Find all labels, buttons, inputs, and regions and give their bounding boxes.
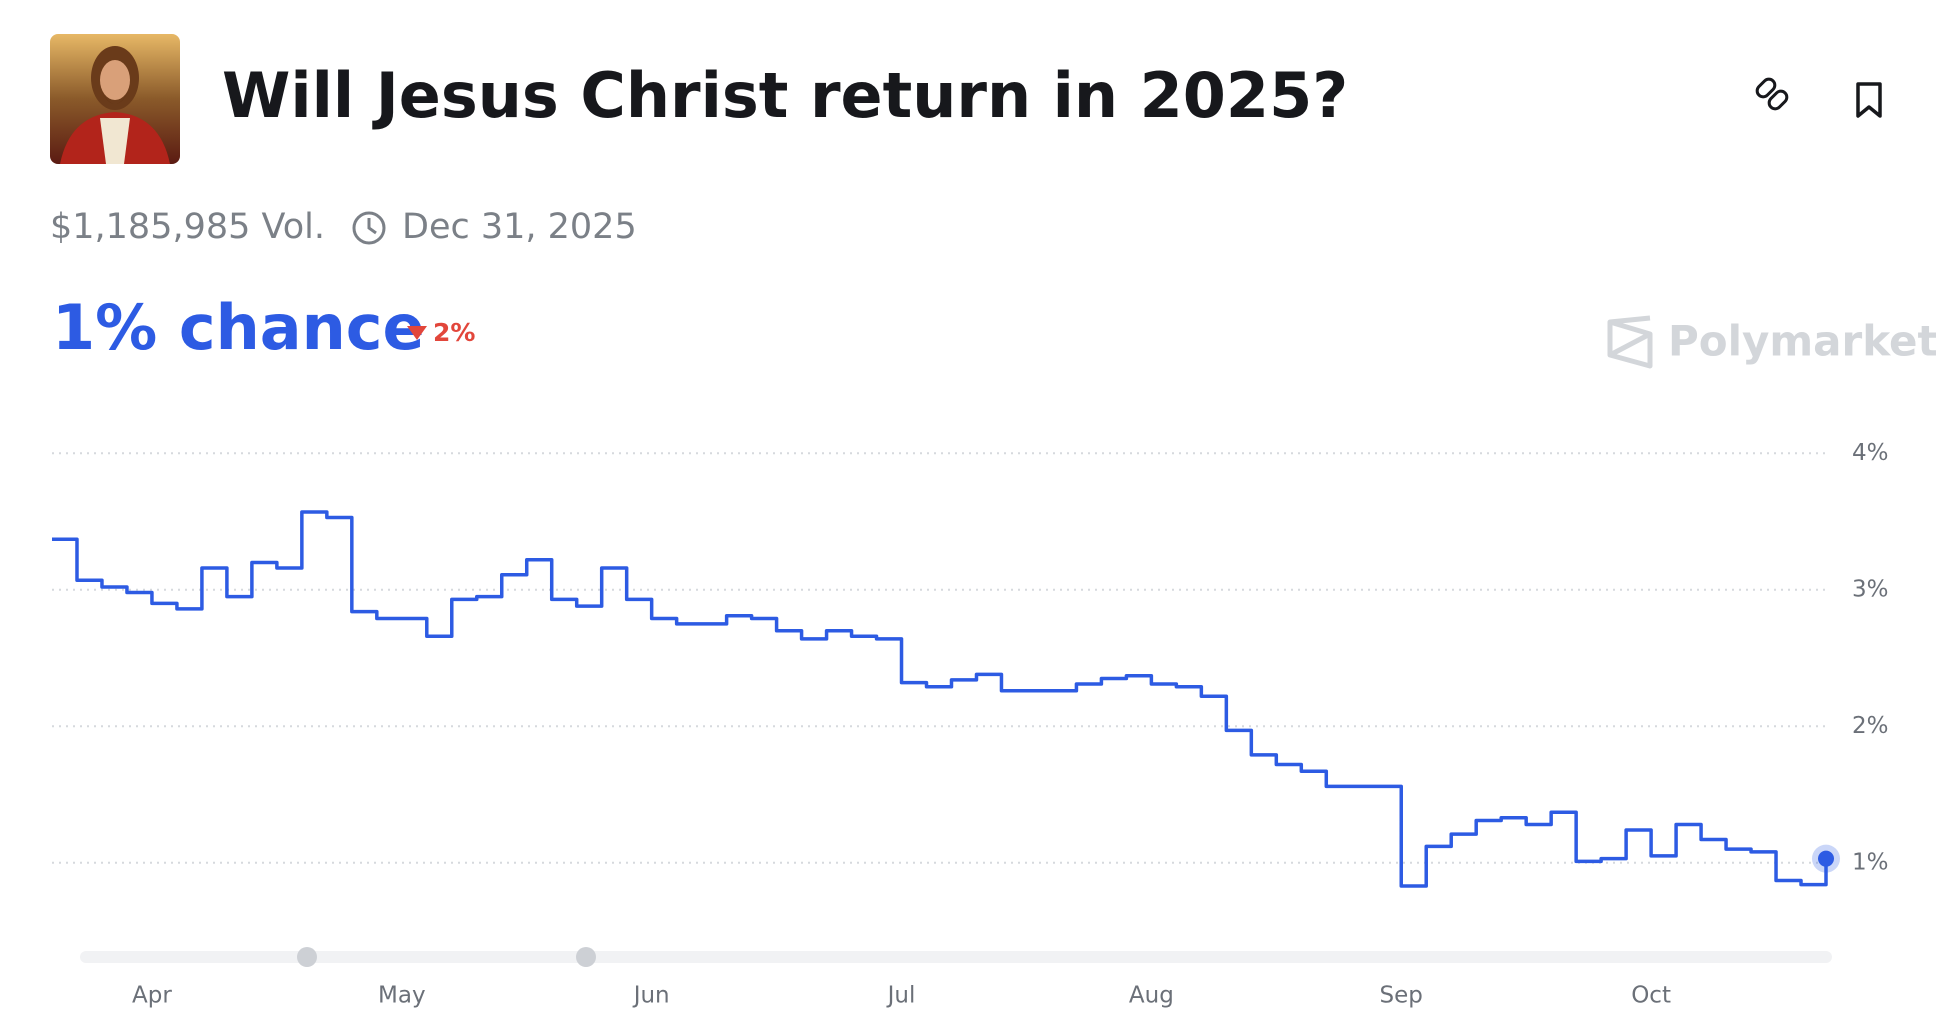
bookmark-button[interactable] bbox=[1856, 82, 1882, 118]
market-image bbox=[50, 34, 180, 164]
range-slider[interactable] bbox=[80, 947, 1832, 967]
x-tick-label: Jun bbox=[632, 983, 670, 1009]
x-tick-label: May bbox=[378, 983, 426, 1009]
brand-logo bbox=[1607, 315, 1653, 369]
x-tick-label: Aug bbox=[1129, 983, 1174, 1009]
clock-icon bbox=[352, 211, 386, 245]
y-tick-label: 2% bbox=[1852, 713, 1889, 739]
chance: 1% chance bbox=[52, 291, 425, 364]
x-tick-label: Apr bbox=[132, 983, 172, 1009]
volume: $1,185,985 Vol. bbox=[50, 207, 325, 247]
y-tick-label: 4% bbox=[1852, 440, 1889, 466]
market-title: Will Jesus Christ return in 2025? bbox=[222, 59, 1348, 132]
brand-name: Polymarket bbox=[1668, 317, 1936, 366]
y-tick-label: 3% bbox=[1852, 576, 1889, 602]
copy-link-button[interactable] bbox=[1755, 77, 1790, 112]
price-line bbox=[52, 510, 1828, 888]
x-tick-label: Jul bbox=[886, 983, 916, 1009]
change: 2% bbox=[433, 318, 475, 347]
current-point bbox=[1818, 850, 1834, 867]
end-date: Dec 31, 2025 bbox=[402, 207, 637, 247]
x-tick-label: Oct bbox=[1631, 983, 1671, 1009]
down-arrow bbox=[407, 326, 427, 340]
y-tick-label: 1% bbox=[1852, 849, 1889, 875]
x-tick-label: Sep bbox=[1380, 983, 1423, 1009]
